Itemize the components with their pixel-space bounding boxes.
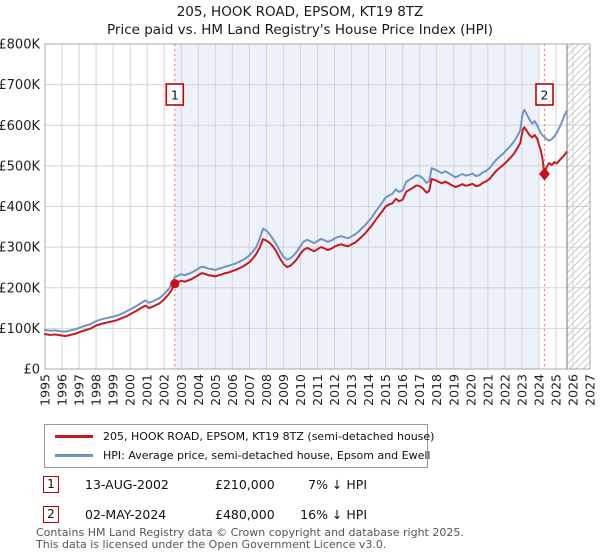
sale-1-number-badge: 1 bbox=[43, 476, 59, 493]
hpi-line-swatch bbox=[55, 454, 93, 458]
legend-label-property: 205, HOOK ROAD, EPSOM, KT19 8TZ (semi-de… bbox=[103, 429, 435, 443]
x-tick-label: 2019 bbox=[446, 374, 461, 406]
x-tick-label: 2016 bbox=[395, 374, 410, 406]
x-tick-label: 2027 bbox=[583, 374, 598, 406]
legend-item-property: 205, HOOK ROAD, EPSOM, KT19 8TZ (semi-de… bbox=[55, 428, 434, 444]
y-tick-label: £400K bbox=[0, 200, 40, 215]
y-tick-label: £200K bbox=[0, 281, 40, 296]
sale-marker-2 bbox=[539, 167, 550, 181]
x-tick-label: 2003 bbox=[174, 374, 189, 406]
legend-item-hpi: HPI: Average price, semi-detached house,… bbox=[55, 448, 431, 464]
property-price-line bbox=[44, 126, 568, 338]
x-tick-label: 2014 bbox=[361, 374, 376, 406]
x-tick-label: 2000 bbox=[123, 374, 138, 406]
x-tick-label: 2013 bbox=[344, 374, 359, 406]
x-tick-label: 2026 bbox=[566, 374, 581, 406]
licence-line-2: This data is licensed under the Open Gov… bbox=[36, 537, 387, 551]
y-tick-label: £700K bbox=[0, 78, 40, 93]
property-line-swatch bbox=[55, 434, 93, 438]
legend: 205, HOOK ROAD, EPSOM, KT19 8TZ (semi-de… bbox=[44, 424, 434, 468]
sale-2-date: 02-MAY-2024 bbox=[85, 507, 167, 522]
page-title: 205, HOOK ROAD, EPSOM, KT19 8TZ bbox=[176, 4, 424, 20]
sale-row-1: 1 13-AUG-2002 £210,000 7% ↓ HPI bbox=[43, 476, 563, 496]
x-tick-label: 2009 bbox=[276, 374, 291, 406]
licence-footer: Contains HM Land Registry data © Crown c… bbox=[36, 527, 464, 550]
x-tick-label: 2011 bbox=[310, 374, 325, 406]
x-tick-label: 2021 bbox=[480, 374, 495, 406]
y-tick-label: £500K bbox=[0, 159, 40, 174]
sale-flag-2 bbox=[535, 83, 554, 106]
x-tick-label: 2007 bbox=[242, 374, 257, 406]
x-tick-label: 2004 bbox=[191, 374, 206, 406]
y-tick-label: £300K bbox=[0, 241, 40, 256]
sale-2-number-badge: 2 bbox=[43, 506, 59, 523]
x-tick-label: 2025 bbox=[548, 374, 563, 406]
x-tick-label: 1995 bbox=[38, 374, 53, 406]
sale-1-hpi-delta: 7% ↓ HPI bbox=[308, 477, 367, 492]
x-tick-label: 1997 bbox=[72, 374, 87, 406]
sale-flag-2-label: 2 bbox=[541, 88, 549, 103]
sale-annotations: 1 13-AUG-2002 £210,000 7% ↓ HPI 2 02-MAY… bbox=[43, 476, 563, 536]
sale-flag-1-label: 1 bbox=[171, 88, 179, 103]
price-history-chart: 1 2 £0 £100K £200K £300K £400K £500K £600K £700K £… bbox=[0, 38, 598, 406]
y-tick-label: £800K bbox=[0, 38, 40, 53]
sale-marker-1 bbox=[170, 279, 180, 289]
x-tick-label: 1998 bbox=[89, 374, 104, 406]
sale-row-2: 2 02-MAY-2024 £480,000 16% ↓ HPI bbox=[43, 506, 563, 526]
x-tick-label: 1999 bbox=[106, 374, 121, 406]
y-tick-label: £100K bbox=[0, 322, 40, 337]
licence-line-1: Contains HM Land Registry data © Crown c… bbox=[36, 526, 464, 539]
x-tick-label: 2008 bbox=[259, 374, 274, 406]
x-tick-label: 2006 bbox=[225, 374, 240, 406]
x-tick-label: 2005 bbox=[208, 374, 223, 406]
sale-2-hpi-delta: 16% ↓ HPI bbox=[300, 507, 367, 522]
x-tick-label: 2015 bbox=[378, 374, 393, 406]
y-tick-label: £600K bbox=[0, 119, 40, 134]
y-tick-label: £0 bbox=[23, 363, 40, 378]
page-subtitle: Price paid vs. HM Land Registry's House … bbox=[107, 22, 493, 38]
x-tick-label: 2023 bbox=[514, 374, 529, 406]
x-tick-label: 2012 bbox=[327, 374, 342, 406]
sale-1-price: £210,000 bbox=[215, 477, 275, 492]
x-tick-label: 2017 bbox=[412, 374, 427, 406]
x-tick-label: 2018 bbox=[429, 374, 444, 406]
x-tick-label: 2002 bbox=[157, 374, 172, 406]
future-no-data-region bbox=[567, 44, 590, 369]
x-tick-label: 2022 bbox=[497, 374, 512, 406]
x-tick-label: 2001 bbox=[140, 374, 155, 406]
plot-frame bbox=[44, 43, 591, 370]
x-tick-label: 2010 bbox=[293, 374, 308, 406]
hpi-line bbox=[44, 108, 568, 333]
x-tick-label: 2024 bbox=[531, 374, 546, 406]
legend-label-hpi: HPI: Average price, semi-detached house,… bbox=[103, 449, 431, 463]
sale-flag-1 bbox=[165, 83, 185, 106]
x-tick-label: 2020 bbox=[463, 374, 478, 406]
sale-1-date: 13-AUG-2002 bbox=[85, 477, 169, 492]
x-tick-label: 1996 bbox=[55, 374, 70, 406]
sale-2-price: £480,000 bbox=[215, 507, 275, 522]
